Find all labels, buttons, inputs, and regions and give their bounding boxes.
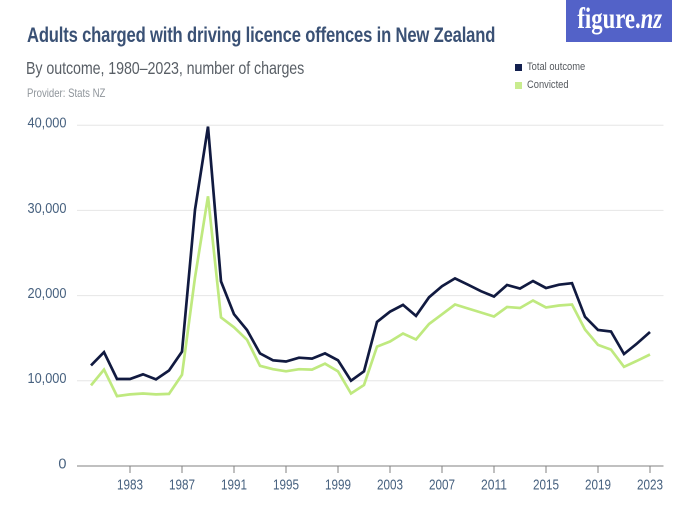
svg-text:0: 0 (58, 457, 66, 473)
svg-text:1999: 1999 (325, 476, 351, 493)
svg-text:30,000: 30,000 (28, 201, 67, 217)
svg-text:1995: 1995 (273, 476, 299, 493)
svg-text:10,000: 10,000 (28, 371, 67, 387)
svg-text:2023: 2023 (637, 476, 663, 493)
svg-text:20,000: 20,000 (28, 286, 67, 302)
svg-text:40,000: 40,000 (28, 116, 67, 132)
svg-text:1987: 1987 (169, 476, 195, 493)
svg-text:2015: 2015 (533, 476, 559, 493)
svg-text:1991: 1991 (221, 476, 247, 493)
svg-text:2011: 2011 (481, 476, 507, 493)
svg-text:1983: 1983 (117, 476, 143, 493)
svg-text:2003: 2003 (377, 476, 403, 493)
svg-text:2019: 2019 (585, 476, 611, 493)
svg-text:2007: 2007 (429, 476, 455, 493)
